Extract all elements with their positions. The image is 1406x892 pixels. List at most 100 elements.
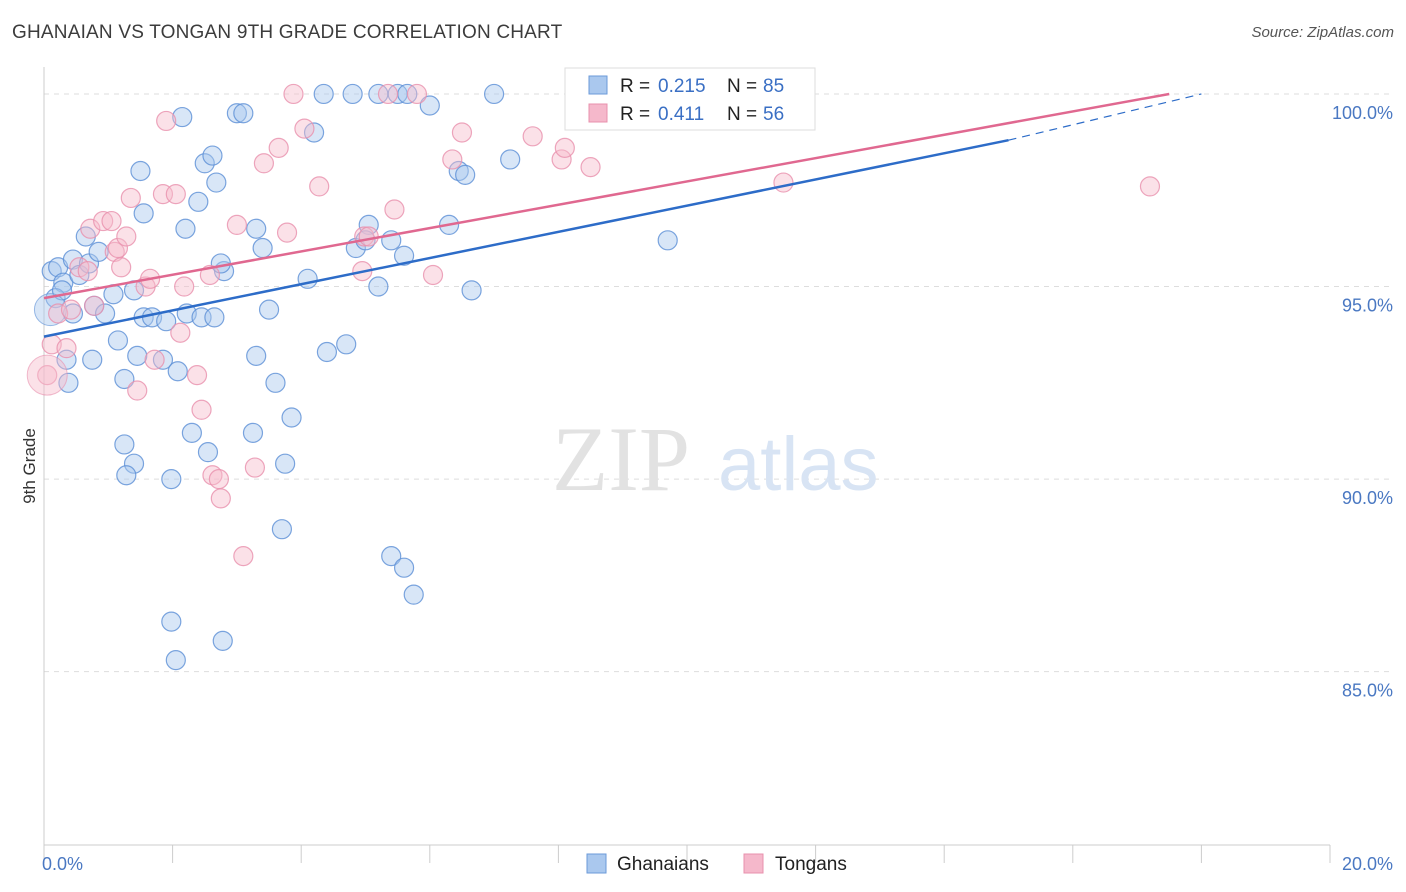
tongan-point — [377, 83, 399, 105]
series-legend: Ghanaians Tongans — [586, 853, 847, 875]
watermark: ZIP atlas — [552, 408, 879, 510]
tongan-point — [199, 264, 220, 286]
ghanaian-point — [246, 345, 267, 366]
legend-r-value-1: 0.215 — [658, 76, 706, 97]
ghanaian-point — [281, 407, 302, 428]
tongan-point — [186, 365, 208, 386]
ghanaian-point — [127, 345, 148, 366]
trend-lines — [43, 92, 1202, 338]
ghanaian-point — [82, 349, 103, 370]
ghanaian-point — [123, 453, 145, 474]
tongan-point — [522, 126, 543, 147]
tongan-point — [233, 546, 254, 567]
tongan-point — [80, 218, 101, 239]
ghanaian-point — [130, 160, 151, 182]
tongan-point — [107, 237, 129, 259]
ghanaian-point — [275, 453, 296, 474]
legend-r-value-2: 0.411 — [658, 104, 704, 125]
tongan-point — [422, 264, 444, 286]
y-axis-title: 9th Grade — [20, 428, 39, 504]
ghanaian-point — [368, 276, 389, 297]
chart-title: GHANAIAN VS TONGAN 9TH GRADE CORRELATION… — [12, 22, 563, 43]
watermark-zip: ZIP — [552, 408, 690, 510]
ghanaian-point — [161, 469, 182, 490]
grid — [44, 93, 1390, 673]
tongan-point — [165, 183, 186, 205]
tongan-point — [127, 380, 148, 401]
ghanaian-point — [455, 164, 476, 185]
ghanaian-point — [197, 442, 219, 463]
y-tick-label: 85.0% — [1342, 681, 1393, 701]
ghanaian-point — [246, 218, 267, 239]
ghanaian-point — [88, 241, 109, 262]
ghanaian-point — [116, 465, 137, 486]
tongan-point — [276, 222, 298, 243]
tongan-point — [116, 226, 137, 247]
tongan-point — [294, 118, 315, 139]
tongan-point — [77, 261, 98, 282]
ghanaian-point — [188, 191, 209, 212]
ghanaian-point — [114, 368, 135, 390]
ghanaian-point — [114, 434, 135, 455]
tongan-point — [191, 399, 212, 420]
tongan-point — [551, 149, 572, 170]
ghanaian-point — [194, 153, 215, 174]
tongan-point — [580, 157, 601, 178]
tongan-point — [208, 469, 229, 490]
tongan-point — [309, 176, 330, 197]
tongan-point — [156, 110, 177, 132]
tongan-point — [170, 322, 191, 343]
y-tick-label: 100.0% — [1332, 103, 1393, 123]
legend-n-value-2: 56 — [763, 104, 784, 125]
ghanaian-point — [419, 95, 440, 116]
ghanaian-point — [657, 230, 678, 251]
axes: 85.0% 90.0% 95.0% 100.0% 0.0% 20.0% — [42, 67, 1393, 874]
tongan-point — [1139, 176, 1161, 197]
ghanaian-point — [175, 218, 196, 239]
x-tick-label: 20.0% — [1342, 854, 1393, 874]
legend-ghanaians: Ghanaians — [617, 854, 709, 875]
ghanaian-point — [258, 299, 280, 320]
tongan-point — [442, 149, 463, 170]
tongan-point — [244, 457, 266, 478]
ghanaian-point — [202, 145, 223, 166]
legend-n-label-1: N = — [727, 76, 757, 97]
ghanaian-point — [313, 83, 334, 105]
ghanaian-trend-extension — [1008, 93, 1202, 141]
ghanaian-point — [242, 422, 264, 443]
tongan-point — [144, 349, 165, 370]
ghanaian-point — [358, 214, 379, 236]
tongan-point — [37, 365, 58, 386]
legend-swatch-ghanaians — [588, 75, 608, 95]
ghanaian-point — [165, 650, 186, 671]
stats-legend: R = 0.215 N = 85 R = 0.411 N = 56 — [564, 67, 816, 131]
ghanaian-trend-line — [43, 138, 1009, 338]
ghanaian-point — [403, 584, 424, 605]
tongan-point — [56, 338, 77, 359]
ghanaian-point — [271, 519, 293, 540]
ghanaian-point — [393, 557, 415, 578]
ghanaian-point — [233, 103, 254, 124]
tongan-point — [406, 83, 428, 105]
ghanaian-point — [107, 330, 129, 351]
ghanaian-point — [172, 106, 193, 128]
ghanaian-point — [181, 422, 202, 443]
ghanaian-point — [204, 307, 225, 328]
tongan-point — [253, 153, 275, 174]
ghanaian-point — [206, 172, 227, 193]
ghanaian-point — [336, 334, 357, 355]
tongan-point — [202, 465, 223, 486]
ghanaians-points — [33, 83, 678, 671]
tongan-point — [268, 137, 289, 158]
ghanaian-point — [265, 372, 286, 393]
legend-n-label-2: N = — [727, 104, 757, 125]
x-tick-label: 0.0% — [42, 854, 83, 874]
tongan-point — [451, 122, 473, 143]
tongan-point — [93, 210, 114, 232]
tongan-point — [101, 210, 122, 232]
ghanaian-point — [167, 361, 188, 382]
legend-bottom-swatch-tongans — [743, 853, 764, 874]
ghanaian-point — [381, 546, 402, 567]
tongan-point — [384, 199, 405, 220]
